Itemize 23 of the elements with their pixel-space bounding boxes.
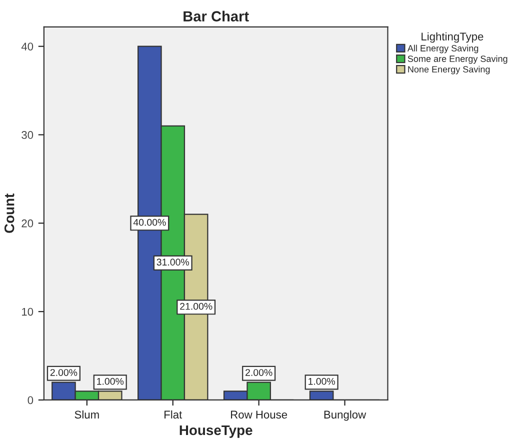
data-label: 21.00%: [180, 302, 212, 310]
data-label: 1.00%: [97, 378, 124, 385]
legend-label: None Energy Saving: [408, 66, 490, 74]
data-label: 1.00%: [308, 378, 336, 385]
x-tick-label: Row House: [231, 410, 288, 419]
y-tick-label: 30: [22, 131, 34, 139]
x-tick-label: Slum: [74, 410, 99, 419]
x-axis-title: HouseType: [180, 425, 252, 438]
data-label: 2.00%: [50, 369, 78, 376]
data-label: 2.00%: [246, 369, 272, 376]
data-label: 31.00%: [156, 258, 190, 266]
legend-label: Some are Energy Saving: [408, 55, 508, 64]
chart-title: Bar Chart: [184, 10, 249, 22]
x-tick-label: Bunglow: [324, 410, 366, 421]
y-tick-label: 40: [21, 42, 34, 50]
y-tick-label: 20: [22, 219, 34, 228]
y-tick-label: 0: [28, 396, 34, 404]
legend-label: All Energy Saving: [407, 44, 478, 54]
y-axis-title: Count: [4, 194, 14, 233]
data-label: 40.00%: [133, 218, 166, 226]
x-tick-label: Flat: [164, 410, 182, 419]
y-tick-label: 10: [22, 308, 34, 316]
legend-title: LightingType: [422, 32, 484, 43]
